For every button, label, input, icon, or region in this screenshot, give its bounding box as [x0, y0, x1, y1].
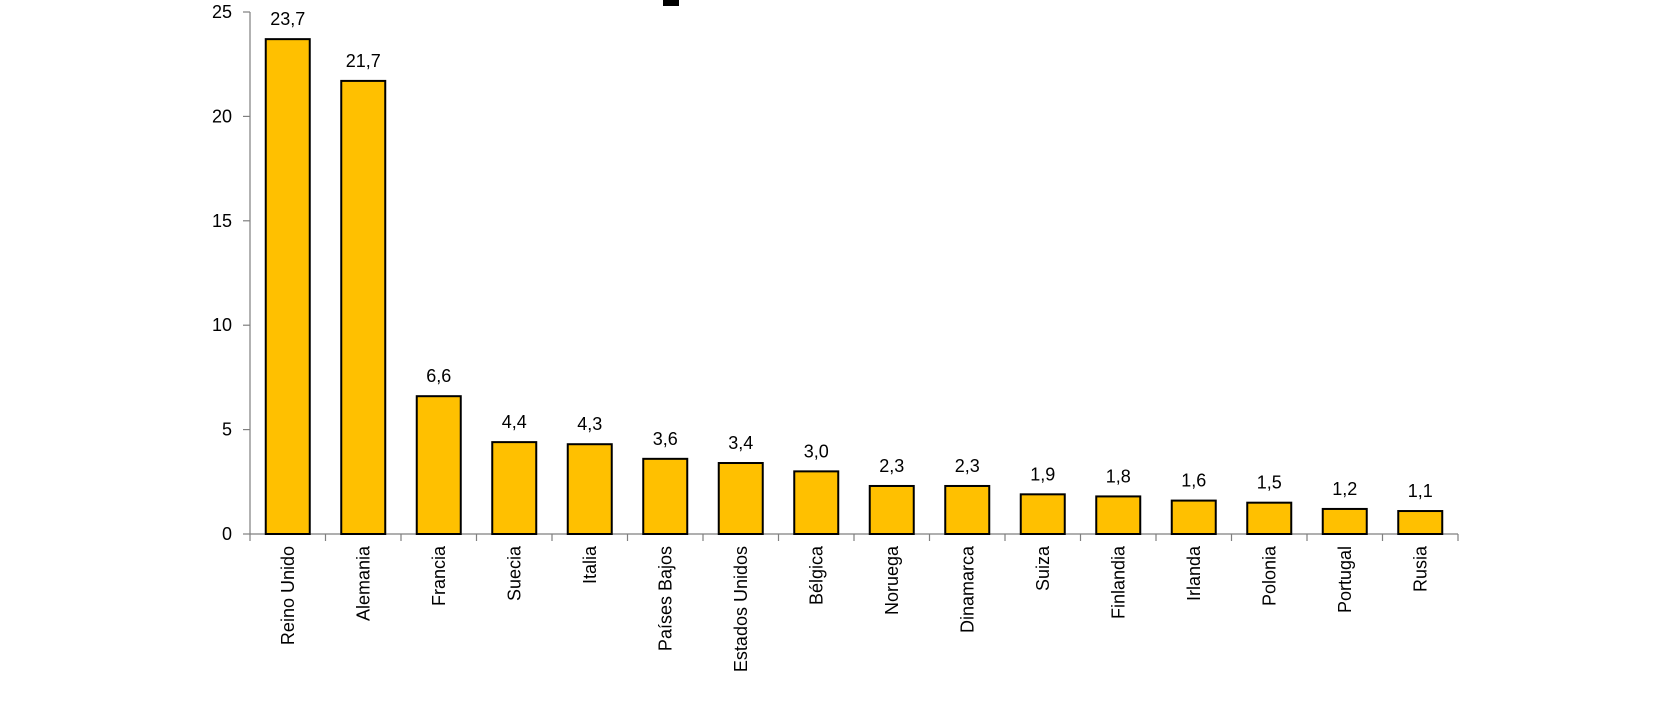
data-label-15: 1,1	[1408, 481, 1433, 501]
category-label-5: Países Bajos	[655, 546, 675, 651]
category-label-13: Polonia	[1259, 545, 1279, 606]
category-label-14: Portugal	[1335, 546, 1355, 613]
category-labels: Reino Unido Alemania Francia Suecia Italia Pa…	[278, 545, 1431, 672]
bar-13	[1246, 501, 1293, 535]
data-label-1: 21,7	[346, 51, 381, 71]
data-label-10: 1,9	[1030, 464, 1055, 484]
data-label-0: 23,7	[270, 9, 305, 29]
y-tick-label: 10	[212, 315, 232, 335]
bar-9	[944, 484, 991, 536]
data-label-11: 1,8	[1106, 466, 1131, 486]
category-label-15: Rusia	[1410, 545, 1430, 592]
bar-4	[566, 443, 613, 535]
data-label-8: 2,3	[879, 456, 904, 476]
y-tick-label: 5	[222, 420, 232, 440]
bar-6	[717, 462, 764, 535]
bar-5	[642, 457, 689, 535]
y-tick-label: 0	[222, 524, 232, 544]
y-tick-label: 15	[212, 211, 232, 231]
data-label-4: 4,3	[577, 414, 602, 434]
y-tick-label: 25	[212, 2, 232, 22]
bars	[264, 38, 1444, 536]
data-label-14: 1,2	[1332, 479, 1357, 499]
category-label-3: Suecia	[504, 545, 524, 601]
data-label-5: 3,6	[653, 429, 678, 449]
y-axis: 0 5 10 15 20 25	[212, 2, 251, 544]
category-label-7: Bélgica	[806, 545, 826, 605]
bar-11	[1095, 495, 1142, 535]
bar-12	[1170, 499, 1217, 536]
bar-0	[264, 38, 311, 535]
data-label-12: 1,6	[1181, 471, 1206, 491]
bar-14	[1321, 507, 1368, 535]
category-label-12: Irlanda	[1184, 545, 1204, 601]
data-label-6: 3,4	[728, 433, 753, 453]
category-label-9: Dinamarca	[957, 545, 977, 633]
category-label-11: Finlandia	[1108, 545, 1128, 619]
bar-1	[340, 79, 387, 536]
category-label-6: Estados Unidos	[731, 546, 751, 672]
category-label-2: Francia	[429, 545, 449, 606]
data-label-13: 1,5	[1257, 473, 1282, 493]
bar-10	[1019, 493, 1066, 536]
bar-7	[793, 470, 840, 535]
bar-15	[1397, 510, 1444, 536]
bar-3	[491, 441, 538, 535]
data-label-3: 4,4	[502, 412, 527, 432]
chart-title-fragment	[663, 0, 679, 6]
category-label-1: Alemania	[353, 545, 373, 621]
category-label-0: Reino Unido	[278, 546, 298, 645]
data-label-9: 2,3	[955, 456, 980, 476]
data-label-2: 6,6	[426, 366, 451, 386]
category-label-10: Suiza	[1033, 545, 1053, 591]
bar-8	[868, 484, 915, 536]
y-tick-label: 20	[212, 106, 232, 126]
x-axis	[249, 533, 1459, 541]
category-label-8: Noruega	[882, 545, 902, 615]
data-labels: 23,7 21,7 6,6 4,4 4,3 3,6 3,4 3,0 2,3 2,3 1,9 1,8 1,…	[270, 9, 1433, 501]
category-label-4: Italia	[580, 545, 600, 584]
bar-2	[415, 395, 462, 535]
data-label-7: 3,0	[804, 441, 829, 461]
